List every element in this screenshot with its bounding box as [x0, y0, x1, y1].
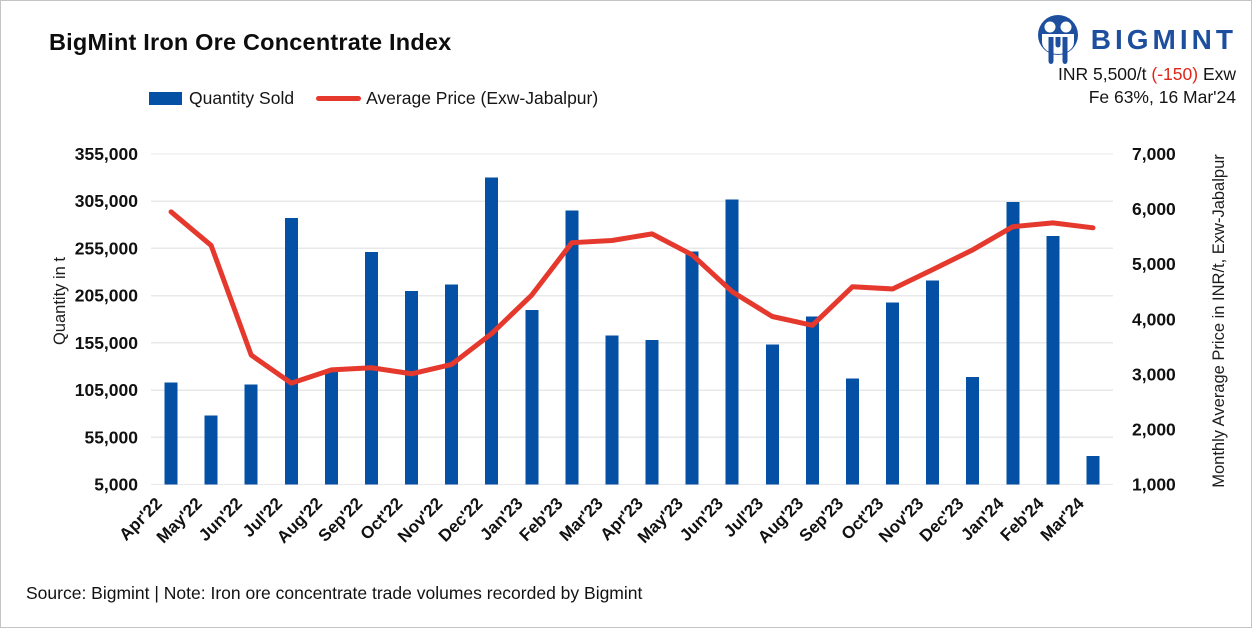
y-left-tick-label: 255,000 — [75, 238, 139, 258]
x-tick-label: Aug'23 — [754, 494, 807, 547]
bar-feb23 — [565, 210, 579, 485]
bar-dec23 — [966, 376, 980, 485]
y-left-tick-label: 105,000 — [75, 380, 139, 400]
price-main: INR 5,500/t — [1057, 64, 1147, 84]
bar-apr23 — [645, 340, 659, 485]
bigmint-logo-icon — [1037, 15, 1078, 64]
x-tick-label: Jun'22 — [195, 494, 246, 545]
bar-jun22 — [244, 384, 258, 485]
bar-jun23 — [725, 199, 739, 485]
y-left-tick-label: 205,000 — [75, 286, 139, 306]
bar-jul22 — [284, 218, 298, 485]
brand-name: BIGMINT — [1090, 24, 1237, 55]
x-tick-label: Mar'23 — [556, 494, 607, 545]
x-tick-label: Dec'23 — [916, 494, 968, 546]
x-tick-label: Jun'23 — [676, 494, 727, 545]
x-tick-label: Jan'24 — [957, 494, 1008, 545]
x-tick-label: Feb'24 — [997, 494, 1048, 545]
x-tick-label: Sep'22 — [315, 494, 367, 546]
x-tick-label: Sep'23 — [796, 494, 848, 546]
bar-nov23 — [926, 280, 940, 485]
legend-label-price: Average Price (Exw-Jabalpur) — [366, 88, 599, 108]
price-suffix: Exw — [1202, 64, 1236, 84]
x-tick-label: May'23 — [634, 494, 687, 547]
x-tick-label: Nov'22 — [394, 494, 446, 546]
y-left-tick-label: 5,000 — [94, 475, 138, 495]
price-ticker-line1: INR 5,500/t (-150) Exw — [1058, 63, 1236, 86]
legend-bar-swatch — [149, 92, 182, 105]
right-axis-title: Monthly Average Price in INR/t, Exw-Jaba… — [1210, 154, 1228, 488]
y-left-tick-label: 155,000 — [75, 333, 139, 353]
page-title: BigMint Iron Ore Concentrate Index — [49, 29, 452, 55]
x-tick-label: Feb'23 — [516, 494, 567, 545]
bar-apr22 — [164, 382, 178, 485]
y-right-tick-label: 1,000 — [1132, 475, 1176, 495]
bar-jan24 — [1006, 202, 1020, 485]
price-ticker: INR 5,500/t (-150) Exw Fe 63%, 16 Mar'24 — [1058, 63, 1236, 109]
bar-nov22 — [445, 284, 459, 485]
x-tick-label: Aug'22 — [273, 494, 326, 547]
bar-oct23 — [886, 302, 900, 485]
y-left-tick-label: 305,000 — [75, 191, 139, 211]
source-note: Source: Bigmint | Note: Iron ore concent… — [26, 583, 643, 603]
legend-line-swatch — [316, 96, 362, 101]
price-change: (-150) — [1151, 64, 1199, 84]
chart-legend: Quantity Sold Average Price (Exw-Jabalpu… — [149, 88, 598, 109]
legend-item-price: Average Price (Exw-Jabalpur) — [316, 88, 598, 109]
bar-may23 — [685, 251, 699, 485]
y-right-tick-label: 6,000 — [1132, 199, 1176, 219]
x-tick-label: Nov'23 — [875, 494, 927, 546]
brand-block: BIGMINT — [1034, 13, 1237, 67]
y-right-tick-label: 2,000 — [1132, 419, 1176, 439]
y-left-tick-label: 55,000 — [84, 427, 138, 447]
price-line — [168, 209, 1096, 386]
x-tick-label: Mar'24 — [1037, 494, 1088, 545]
price-ticker-line2: Fe 63%, 16 Mar'24 — [1088, 87, 1236, 107]
legend-label-quantity: Quantity Sold — [189, 88, 295, 108]
bar-jan23 — [525, 309, 539, 485]
y-right-tick-label: 7,000 — [1132, 144, 1176, 164]
y-right-tick-label: 5,000 — [1132, 254, 1176, 274]
bar-mar24 — [1086, 456, 1100, 485]
legend-item-quantity: Quantity Sold — [149, 88, 294, 109]
x-tick-label: Dec'22 — [435, 494, 487, 546]
y-right-tick-label: 4,000 — [1132, 309, 1176, 329]
bar-oct22 — [405, 290, 419, 485]
bar-jul23 — [765, 344, 779, 485]
y-right-tick-label: 3,000 — [1132, 364, 1176, 384]
x-tick-label: Jan'23 — [476, 494, 526, 544]
bar-mar23 — [605, 335, 619, 485]
left-axis-title: Quantity in t — [51, 257, 69, 345]
bar-aug23 — [805, 316, 819, 485]
y-left-tick-label: 355,000 — [75, 144, 139, 164]
bar-sep23 — [845, 378, 859, 485]
bar-feb24 — [1046, 236, 1060, 485]
x-tick-label: May'22 — [153, 494, 206, 547]
bar-may22 — [204, 415, 218, 485]
bar-aug22 — [324, 369, 338, 485]
